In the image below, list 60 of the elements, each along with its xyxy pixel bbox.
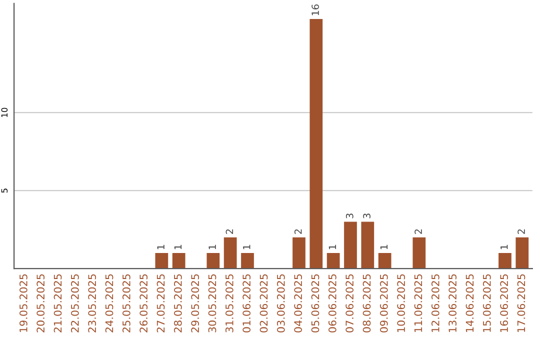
data-label: 3: [346, 214, 354, 218]
data-label: 1: [380, 244, 388, 250]
data-label: 2: [518, 229, 525, 234]
data-label: 16: [312, 4, 319, 16]
x-tick-label: 14.06.2025: [466, 274, 474, 332]
bar: [292, 237, 306, 269]
x-tick-label: 27.05.2025: [156, 274, 165, 332]
x-tick-label: 31.05.2025: [225, 274, 234, 332]
x-tick-label: 22.05.2025: [70, 274, 79, 332]
bar: [498, 253, 512, 269]
x-tick-label: 20.05.2025: [36, 274, 45, 332]
bar: [172, 253, 186, 269]
data-label: 3: [363, 214, 370, 218]
x-tick-label: 03.06.2025: [276, 274, 285, 332]
bar: [241, 253, 254, 269]
x-tick-label: 15.06.2025: [482, 274, 491, 332]
data-label: 1: [500, 244, 508, 250]
x-tick-label: 01.06.2025: [242, 274, 251, 332]
x-tick-label: 11.06.2025: [414, 274, 422, 332]
x-tick-label: 16.06.2025: [500, 274, 508, 332]
x-tick-label: 25.05.2025: [122, 274, 130, 332]
x-tick-label: 23.05.2025: [88, 274, 96, 332]
data-label: 1: [243, 244, 250, 250]
x-tick-label: 30.05.2025: [208, 274, 216, 332]
bar: [361, 222, 374, 269]
x-tick-label: 28.05.2025: [174, 274, 182, 332]
bar: [224, 237, 237, 269]
x-tick-label: 10.06.2025: [397, 274, 406, 332]
x-tick-label: 17.06.2025: [517, 274, 526, 332]
x-tick-label: 04.06.2025: [294, 274, 302, 332]
x-tick-label: 08.06.2025: [362, 274, 371, 332]
y-tick-label: 5: [1, 188, 8, 193]
x-tick-label: 24.05.2025: [105, 274, 114, 332]
data-label: 2: [226, 229, 234, 234]
bar: [206, 253, 220, 269]
x-tick-label: 07.06.2025: [346, 274, 354, 332]
bar: [516, 237, 529, 269]
x-tick-label: 21.05.2025: [54, 274, 62, 332]
bar: [378, 253, 392, 269]
x-tick-label: 29.05.2025: [191, 274, 200, 332]
x-tick-label: 19.05.2025: [19, 274, 28, 332]
x-tick-label: 12.06.2025: [431, 274, 440, 332]
data-label: 2: [294, 229, 302, 234]
x-tick-label: 02.06.2025: [260, 274, 268, 332]
bar: [155, 253, 168, 269]
bar: [326, 253, 340, 269]
data-label: 2: [414, 229, 422, 234]
x-tick-label: 09.06.2025: [380, 274, 388, 332]
data-label: 1: [174, 244, 182, 250]
data-label: 1: [157, 244, 164, 250]
bar: [310, 19, 323, 269]
x-tick-label: 06.06.2025: [328, 274, 336, 332]
data-label: 1: [208, 244, 216, 250]
x-tick-label: 05.06.2025: [311, 274, 320, 332]
bar: [412, 237, 426, 269]
bar: [344, 222, 357, 269]
data-label: 1: [328, 244, 336, 250]
x-tick-label: 13.06.2025: [448, 274, 456, 332]
x-tick-label: 26.05.2025: [140, 274, 148, 332]
y-tick-label: 10: [1, 108, 8, 117]
